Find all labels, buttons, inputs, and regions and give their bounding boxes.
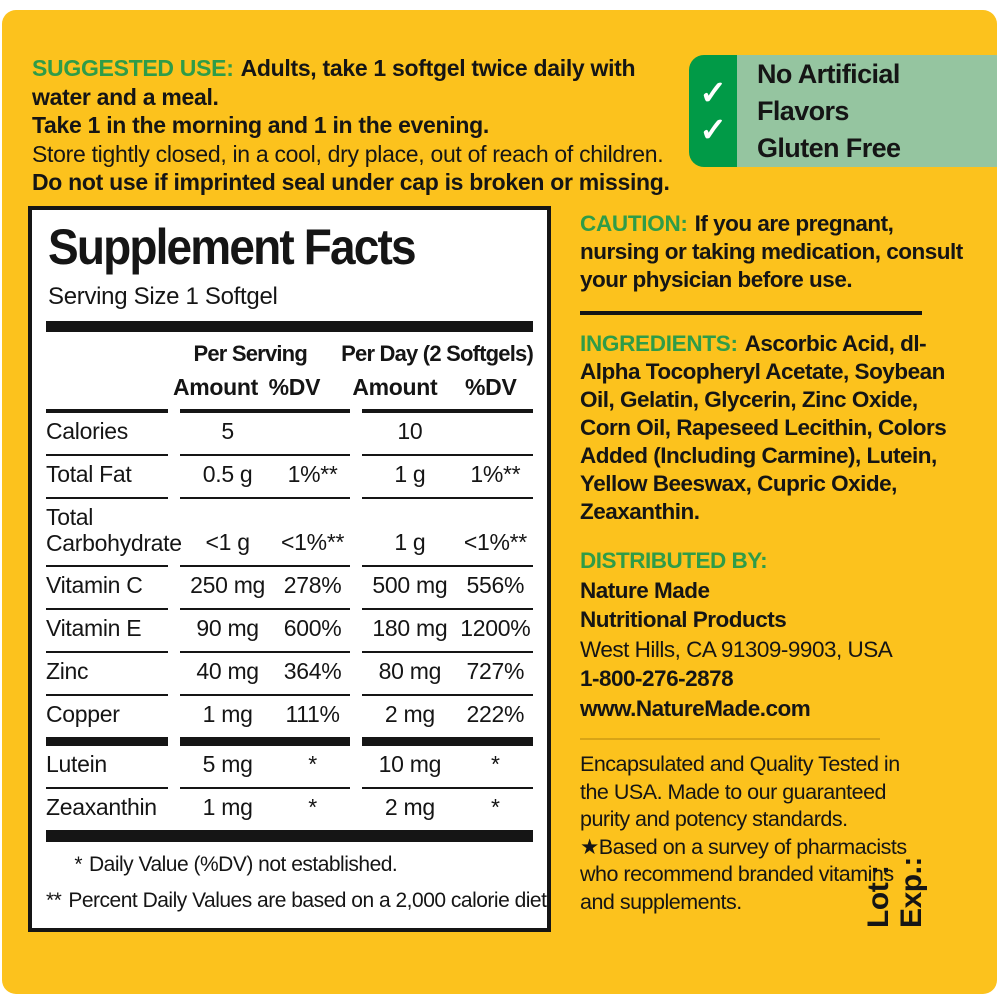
caution-section: CAUTION: If you are pregnant, nursing or …: [580, 210, 966, 294]
lot-exp-block: Lot : Exp.:: [837, 835, 952, 950]
suggested-use-line-1: SUGGESTED USE: Adults, take 1 softgel twi…: [32, 54, 697, 111]
faint-divider: [580, 738, 880, 740]
right-column: CAUTION: If you are pregnant, nursing or …: [580, 210, 966, 916]
pharmacist-survey-note: ★Based on a survey of pharmacists who re…: [580, 834, 907, 914]
thick-divider-bar: [46, 830, 533, 842]
thick-divider-bar: [46, 321, 533, 332]
seal-warning: Do not use if imprinted seal under cap i…: [32, 169, 670, 195]
table-row-total-fat: Total Fat 0.5 g 1%** 1 g 1%**: [46, 454, 533, 497]
star-icon: ★: [580, 834, 599, 859]
claim-no-artificial-flavors: No Artificial Flavors: [757, 58, 900, 126]
supplement-facts-panel: Supplement Facts Serving Size 1 Softgel …: [28, 206, 551, 932]
supplement-facts-title: Supplement Facts: [48, 219, 417, 275]
header-per-day: Per Day (2 Softgels) Amount %DV: [341, 341, 534, 409]
section-divider: [580, 311, 922, 315]
table-row-copper: Copper 1 mg 111% 2 mg 222%: [46, 694, 533, 737]
amount-column-label: Amount: [172, 374, 259, 400]
dv-column-label: %DV: [268, 374, 321, 400]
table-row-zinc: Zinc 40 mg 364% 80 mg 727%: [46, 651, 533, 694]
footnote-percent-dv: ** Percent Daily Values are based on a 2…: [46, 889, 547, 912]
ingredients-text: Ascorbic Acid, dl-Alpha Tocopheryl Aceta…: [580, 331, 947, 524]
claims-badge-body: No Artificial Flavors Gluten Free: [737, 55, 997, 167]
company-address: West Hills, CA 91309-9903, USA: [580, 636, 893, 662]
table-row-total-carbohydrate: Total Carbohydrate <1 g <1%** 1 g <1%**: [46, 497, 533, 565]
claim-gluten-free: Gluten Free: [757, 132, 901, 163]
dv-column-label: %DV: [465, 374, 517, 400]
claims-badge: ✓ ✓ No Artificial Flavors Gluten Free: [689, 55, 997, 167]
company-name: Nature Made: [580, 577, 710, 603]
suggested-use-text-1: Adults, take 1 softgel twice daily with …: [32, 55, 636, 110]
table-row-zeaxanthin: Zeaxanthin 1 mg * 2 mg *: [46, 787, 533, 830]
company-name: Nutritional Products: [580, 607, 787, 632]
amount-column-label: Amount: [352, 374, 438, 400]
table-row-vitamin-e: Vitamin E 90 mg 600% 180 mg 1200%: [46, 608, 533, 651]
table-row-calories: Calories 5 10: [46, 409, 533, 454]
header-name-spacer: [46, 341, 159, 409]
yellow-label-background: SUGGESTED USE: Adults, take 1 softgel twi…: [2, 10, 997, 994]
suggested-use-line-2: Take 1 in the morning and 1 in the eveni…: [32, 112, 489, 138]
table-row-vitamin-c: Vitamin C 250 mg 278% 500 mg 556%: [46, 565, 533, 608]
footnote-dv: * Daily Value (%DV) not established.: [74, 853, 398, 876]
facts-table-header: Per Serving Amount %DV Per Day (2 Softge…: [46, 332, 534, 409]
distributed-by-heading: DISTRIBUTED BY:: [580, 548, 768, 573]
per-day-label: Per Day (2 Softgels): [341, 341, 534, 366]
ingredients-section: INGREDIENTS: Ascorbic Acid, dl-Alpha Toco…: [580, 330, 966, 526]
checkmark-icon: ✓: [699, 111, 727, 148]
storage-instructions: Store tightly closed, in a cool, dry pla…: [32, 140, 664, 167]
quality-statement: Encapsulated and Quality Tested in the U…: [580, 751, 915, 916]
caution-text: If you are pregnant, nursing or taking m…: [580, 211, 963, 292]
serving-size: Serving Size 1 Softgel: [48, 283, 278, 310]
phone-number: 1-800-276-2878: [580, 666, 734, 691]
exp-field: Exp.:: [894, 857, 928, 928]
suggested-use-heading: SUGGESTED USE:: [32, 55, 234, 81]
website-url: www.NatureMade.com: [580, 695, 811, 721]
per-serving-label: Per Serving: [193, 341, 307, 366]
quality-text: Encapsulated and Quality Tested in the U…: [580, 752, 900, 831]
claims-badge-check-strip: ✓ ✓: [689, 55, 737, 167]
suggested-use-section: SUGGESTED USE: Adults, take 1 softgel twi…: [32, 54, 697, 197]
distributed-by-section: DISTRIBUTED BY: Nature Made Nutritional …: [580, 546, 966, 723]
ingredients-heading: INGREDIENTS:: [580, 331, 738, 356]
lot-field: Lot :: [861, 865, 895, 928]
caution-heading: CAUTION:: [580, 211, 688, 236]
checkmark-icon: ✓: [699, 74, 727, 111]
header-per-serving: Per Serving Amount %DV: [171, 341, 329, 409]
table-row-lutein: Lutein 5 mg * 10 mg *: [46, 737, 533, 787]
